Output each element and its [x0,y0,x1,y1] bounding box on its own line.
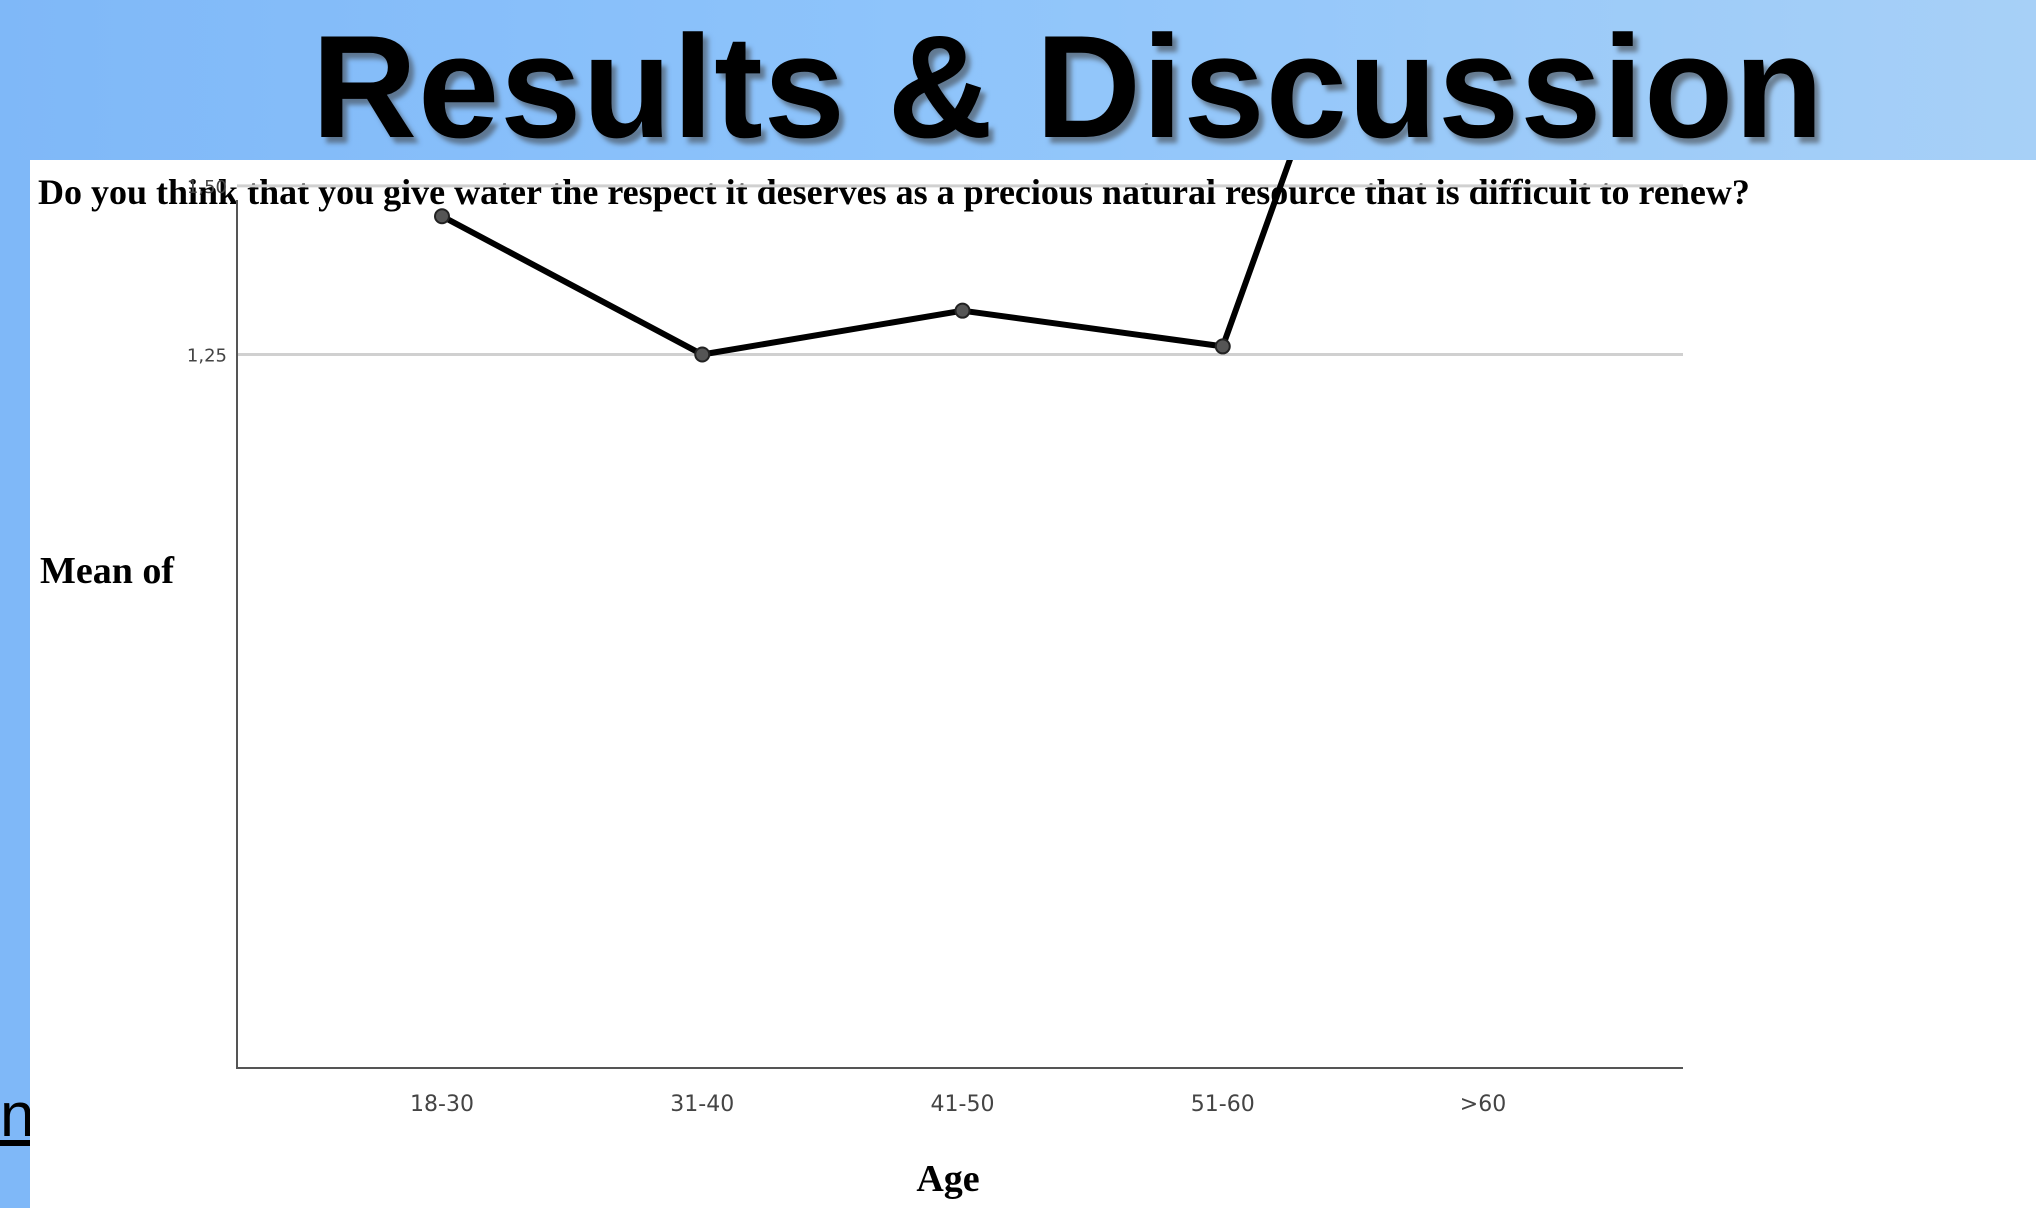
left-edge-glyph: n [0,1081,35,1150]
y-tick-labels: 1,251,501,752,002,25 [187,177,227,367]
data-point [694,346,711,363]
axes [236,200,1683,1069]
x-axis-label: Age [916,1158,979,1200]
y-axis-label: Mean of [40,550,175,592]
y-tick-label: 1,50 [187,177,227,198]
data-point [1214,338,1231,355]
line-chart: Do you think that you give water the res… [38,160,1750,1200]
slide-title: Results & Discussion [311,5,1825,168]
x-tick-label: 31-40 [670,1092,734,1117]
x-tick-labels: 18-30 31-40 41-50 51-60 >60 [410,1092,1506,1117]
chart-panel: Do you think that you give water the res… [30,160,2036,1208]
data-point [434,208,450,225]
x-tick-label: >60 [1460,1092,1506,1117]
series-layer [434,160,1293,363]
left-background-strip [0,160,30,1208]
x-tick-label: 18-30 [410,1092,474,1117]
y-tick-label: 1,25 [187,346,227,367]
gridlines [237,184,1683,356]
x-tick-label: 51-60 [1191,1092,1255,1117]
chart-title: Do you think that you give water the res… [38,172,1750,212]
data-point [954,302,971,319]
x-tick-label: 41-50 [931,1092,995,1117]
